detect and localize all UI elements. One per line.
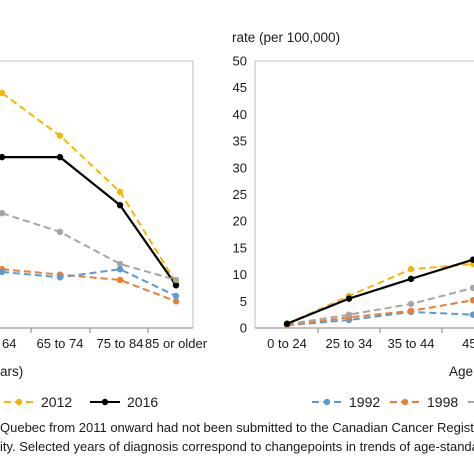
x-tick-label: 85 or older	[145, 336, 208, 351]
right-chart-panel: rate (per 100,000) 05101520253035404550 …	[232, 30, 474, 379]
y-tick-label: 50	[233, 54, 247, 69]
x-tick-label: 0 to 24	[267, 336, 307, 351]
data-point	[172, 298, 180, 305]
y-tick-label: 10	[233, 267, 247, 282]
data-point	[283, 320, 291, 327]
legend-label: 2012	[41, 394, 72, 410]
y-tick-label: 25	[233, 187, 247, 202]
x-tick-label: 45 t	[462, 336, 474, 351]
series-line	[286, 262, 474, 325]
x-tick-label: 65 to 74	[37, 336, 84, 351]
data-point	[469, 311, 474, 318]
series-line	[286, 299, 474, 327]
data-point	[172, 276, 180, 284]
data-point	[0, 209, 6, 217]
data-point	[345, 311, 353, 318]
x-tick-label: 75 to 84	[97, 336, 144, 351]
y-tick-label: 15	[233, 240, 247, 255]
y-tick-label: 20	[233, 214, 247, 229]
y-tick-label: 35	[233, 134, 247, 149]
series-line	[286, 286, 474, 326]
right-y-axis-label: rate (per 100,000)	[232, 30, 340, 45]
data-point	[116, 266, 124, 273]
y-tick-label: 45	[233, 80, 247, 95]
x-tick-label: 35 to 44	[388, 336, 435, 351]
data-point	[56, 228, 64, 236]
data-point	[469, 256, 474, 263]
data-point	[345, 295, 353, 302]
data-point	[56, 274, 64, 281]
series-line	[1, 268, 177, 297]
y-tick-label: 0	[240, 321, 247, 336]
right-x-ticks: 0 to 24 25 to 34 35 to 44 45 t	[267, 328, 474, 351]
data-point	[172, 292, 180, 300]
data-point	[56, 132, 64, 139]
legend-marker	[15, 398, 23, 406]
x-tick-label: 25 to 34	[326, 336, 373, 351]
legend-marker	[101, 398, 109, 406]
data-point	[469, 284, 474, 292]
data-point	[469, 297, 474, 304]
series-line	[1, 92, 177, 284]
right-y-ticks: 0 5 10 15 20 25 30 35 40 45 50	[233, 54, 247, 336]
y-tick-label: 40	[233, 107, 247, 122]
data-point	[407, 275, 415, 283]
legend-label: 1992	[349, 394, 380, 410]
data-point	[407, 266, 415, 273]
data-point	[56, 153, 64, 161]
data-point	[116, 276, 124, 284]
left-series-group	[0, 89, 180, 305]
data-point	[407, 300, 415, 308]
series-line	[2, 156, 177, 286]
data-point	[0, 89, 6, 97]
series-line	[1, 212, 177, 281]
left-x-axis-label: ars)	[0, 364, 23, 379]
series-line	[286, 258, 474, 325]
data-point	[0, 153, 6, 161]
y-tick-label: 5	[240, 294, 247, 309]
legend-right: 1992 1998	[312, 394, 474, 410]
y-tick-label: 30	[233, 160, 247, 175]
legend-label: 2016	[127, 394, 158, 410]
right-x-axis-label: Age	[449, 364, 473, 379]
footnote-line-2: ity. Selected years of diagnosis corresp…	[0, 439, 474, 454]
legend-marker	[401, 398, 409, 406]
data-point	[116, 260, 124, 268]
series-line	[286, 310, 474, 327]
footnote-line-1: Quebec from 2011 onward had not been sub…	[0, 420, 474, 435]
legend-label: 1998	[427, 394, 458, 410]
x-tick-label: to 64	[0, 336, 16, 351]
data-point	[116, 201, 124, 209]
legend-left: 2012 2016	[4, 394, 158, 410]
data-point	[116, 188, 124, 196]
legend-marker	[323, 398, 331, 406]
series-line	[1, 268, 177, 303]
data-point	[407, 307, 415, 315]
data-point	[0, 268, 6, 276]
right-series-group	[283, 256, 474, 329]
data-point	[172, 282, 180, 289]
